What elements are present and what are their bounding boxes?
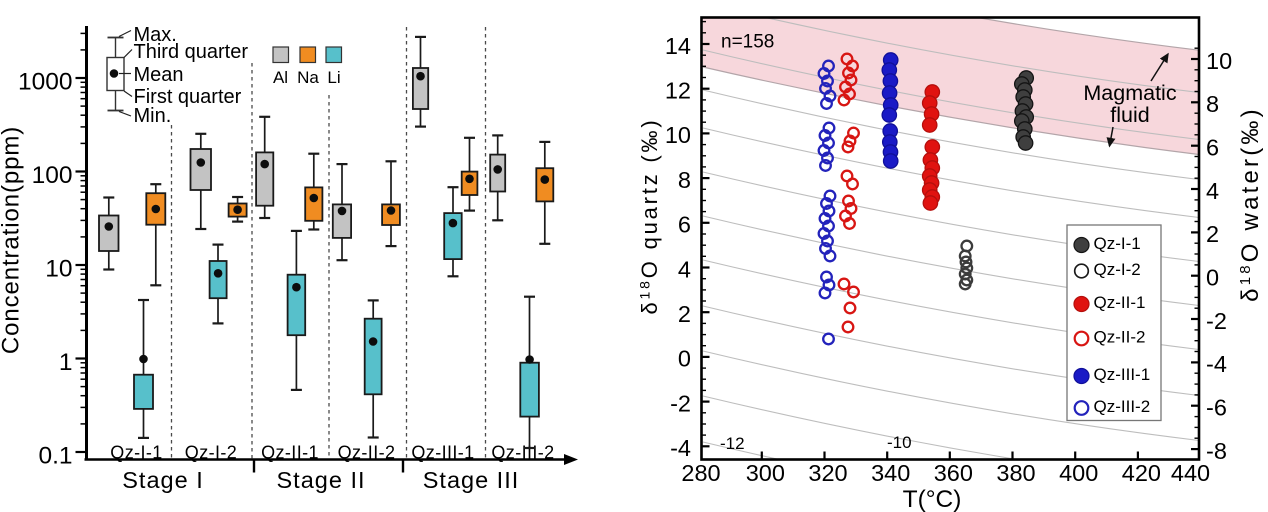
svg-text:-6: -6 (1206, 395, 1227, 421)
svg-text:Max.: Max. (134, 24, 177, 46)
svg-text:Mean: Mean (134, 64, 184, 86)
svg-text:4: 4 (1206, 178, 1219, 204)
svg-text:Qz-II-1: Qz-II-1 (261, 443, 319, 463)
svg-text:Qz-II-1: Qz-II-1 (1094, 293, 1146, 312)
svg-text:6: 6 (678, 212, 691, 238)
svg-text:Concentration(ppm): Concentration(ppm) (0, 126, 25, 354)
svg-text:8: 8 (1206, 91, 1219, 117)
svg-text:12: 12 (665, 78, 691, 104)
svg-text:Qz-II-2: Qz-II-2 (338, 443, 396, 463)
svg-text:2: 2 (678, 301, 691, 327)
svg-text:10: 10 (1206, 48, 1232, 74)
svg-text:0: 0 (1206, 265, 1219, 291)
svg-text:1000: 1000 (18, 68, 73, 95)
svg-text:-10: -10 (887, 433, 912, 452)
svg-text:360: 360 (934, 460, 973, 486)
svg-text:6: 6 (1206, 135, 1219, 161)
svg-text:400: 400 (1059, 460, 1098, 486)
svg-text:Na: Na (297, 68, 319, 87)
svg-text:Stage II: Stage II (277, 467, 366, 493)
svg-text:440: 440 (1171, 460, 1210, 486)
svg-text:-8: -8 (1206, 438, 1227, 464)
svg-text:Qz-I-2: Qz-I-2 (185, 443, 237, 463)
svg-text:-12: -12 (720, 434, 745, 453)
svg-text:10: 10 (665, 122, 691, 148)
svg-text:380: 380 (996, 460, 1035, 486)
svg-text:340: 340 (871, 460, 910, 486)
svg-text:Magmatic: Magmatic (1083, 81, 1176, 105)
svg-text:Qz-III-2: Qz-III-2 (1094, 397, 1151, 416)
svg-text:100: 100 (32, 162, 73, 189)
svg-text:First quarter: First quarter (134, 86, 242, 108)
svg-text:Min.: Min. (134, 105, 172, 127)
svg-text:2: 2 (1206, 221, 1219, 247)
svg-text:420: 420 (1122, 460, 1161, 486)
svg-text:Qz-I-1: Qz-I-1 (110, 443, 162, 463)
svg-text:-2: -2 (670, 390, 691, 416)
svg-text:Qz-I-1: Qz-I-1 (1094, 234, 1141, 253)
svg-text:-2: -2 (1206, 308, 1227, 334)
svg-text:-4: -4 (1206, 351, 1227, 377)
svg-text:Al: Al (273, 68, 288, 87)
svg-text:Stage III: Stage III (423, 467, 520, 493)
svg-text:Qz-III-2: Qz-III-2 (491, 443, 554, 463)
svg-text:Qz-III-1: Qz-III-1 (411, 443, 474, 463)
svg-text:300: 300 (746, 460, 785, 486)
svg-text:Li: Li (327, 68, 340, 87)
svg-text:Qz-II-2: Qz-II-2 (1094, 327, 1146, 346)
svg-text:280: 280 (681, 460, 720, 486)
svg-text:δ18O quartz (‰): δ18O quartz (‰) (637, 118, 663, 315)
svg-text:14: 14 (665, 33, 691, 59)
svg-text:1: 1 (59, 349, 73, 376)
svg-text:Qz-I-2: Qz-I-2 (1094, 260, 1141, 279)
svg-text:Stage I: Stage I (122, 467, 203, 493)
svg-text:10: 10 (45, 255, 72, 282)
svg-text:Third quarter: Third quarter (134, 41, 249, 63)
svg-text:4: 4 (678, 256, 691, 282)
svg-text:fluid: fluid (1110, 103, 1149, 127)
svg-text:-4: -4 (670, 435, 691, 461)
svg-text:n=158: n=158 (721, 32, 774, 53)
svg-text:0: 0 (678, 346, 691, 372)
svg-text:8: 8 (678, 167, 691, 193)
svg-text:T(°C): T(°C) (903, 486, 962, 512)
svg-text:Qz-III-1: Qz-III-1 (1094, 365, 1151, 384)
svg-text:320: 320 (808, 460, 847, 486)
svg-text:0.1: 0.1 (38, 442, 72, 469)
